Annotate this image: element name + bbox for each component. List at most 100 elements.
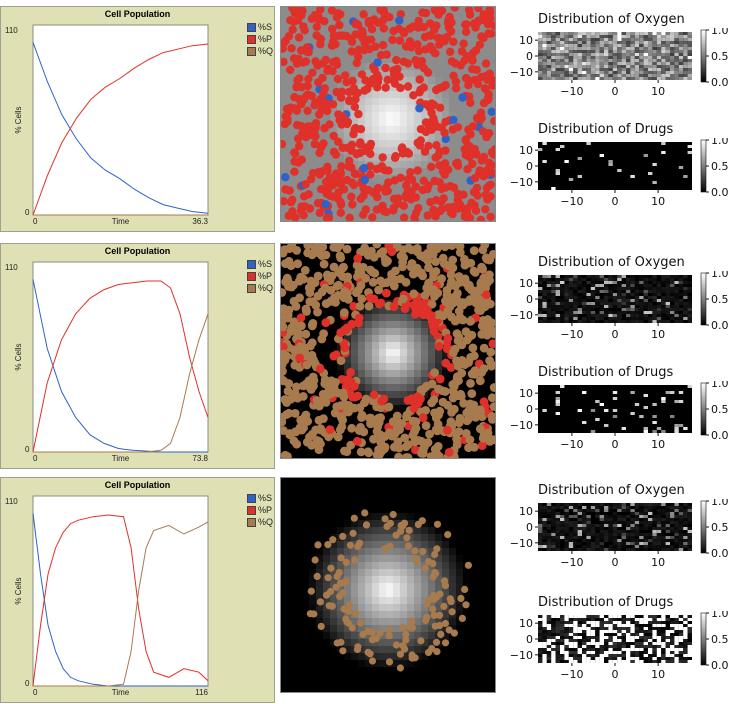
heatmap-cell bbox=[542, 44, 546, 47]
heatmap-cell bbox=[613, 62, 617, 65]
heatmap-cell bbox=[547, 65, 551, 68]
cell-agent bbox=[465, 333, 474, 342]
patch bbox=[407, 133, 414, 140]
heatmap-cell bbox=[630, 530, 634, 533]
heatmap-cell bbox=[564, 290, 568, 293]
patch bbox=[330, 632, 337, 639]
cell-agent bbox=[322, 200, 330, 208]
cell-agent bbox=[318, 74, 326, 82]
heatmap-cell bbox=[688, 32, 692, 35]
heatmap-cell bbox=[608, 539, 612, 542]
heatmap-cell bbox=[657, 545, 661, 548]
patch bbox=[407, 513, 414, 520]
heatmap-cell bbox=[560, 305, 564, 308]
patch bbox=[379, 335, 386, 342]
patch bbox=[316, 548, 323, 555]
heatmap-cell bbox=[644, 53, 648, 56]
cell-agent bbox=[322, 100, 330, 108]
heatmap-cell bbox=[538, 651, 542, 654]
heatmap-cell bbox=[630, 65, 634, 68]
heatmap-cell bbox=[538, 509, 542, 512]
cell-agent bbox=[361, 509, 368, 516]
heatmap-cell bbox=[556, 521, 560, 524]
heatmap-cell bbox=[652, 515, 656, 518]
heatmap-cell bbox=[591, 71, 595, 74]
heatmap-cell bbox=[542, 32, 546, 35]
heatmap-cell bbox=[542, 506, 546, 509]
patch bbox=[344, 632, 351, 639]
cell-agent bbox=[416, 251, 425, 260]
patch bbox=[456, 14, 463, 21]
heatmap-cell bbox=[613, 415, 617, 418]
heatmap-cell bbox=[626, 302, 630, 305]
heatmap-cell bbox=[542, 409, 546, 412]
heatmap-cell bbox=[683, 536, 687, 539]
heatmap-cell bbox=[538, 545, 542, 548]
patch bbox=[449, 105, 456, 112]
heatmap-cell bbox=[630, 314, 634, 317]
heatmap-cell bbox=[688, 290, 692, 293]
patch bbox=[379, 576, 386, 583]
patch bbox=[386, 618, 393, 625]
patch bbox=[372, 321, 379, 328]
heatmap-cell bbox=[674, 65, 678, 68]
cell-agent bbox=[290, 361, 299, 370]
cell-agent bbox=[351, 125, 359, 133]
cell-agent bbox=[477, 278, 486, 287]
heatmap-cell bbox=[595, 77, 599, 80]
heatmap-cell bbox=[683, 74, 687, 77]
heatmap-cell bbox=[674, 527, 678, 530]
heatmap-cell bbox=[635, 311, 639, 314]
cell-agent bbox=[358, 30, 366, 38]
heatmap-cell bbox=[551, 512, 555, 515]
patch bbox=[379, 91, 386, 98]
heatmap-cell bbox=[604, 506, 608, 509]
cell-agent bbox=[476, 405, 485, 414]
heatmap-cell bbox=[683, 314, 687, 317]
patch bbox=[400, 583, 407, 590]
heatmap-cell bbox=[657, 512, 661, 515]
patch bbox=[400, 370, 407, 377]
heatmap-cell bbox=[652, 506, 656, 509]
heatmap-cell bbox=[595, 506, 599, 509]
heatmap-cell bbox=[661, 527, 665, 530]
heatmap-cell bbox=[564, 521, 568, 524]
heatmap-cell bbox=[622, 506, 626, 509]
heatmap-cell bbox=[613, 503, 617, 506]
heatmap-cell bbox=[560, 536, 564, 539]
heatmap-cell bbox=[564, 320, 568, 323]
cell-agent bbox=[406, 168, 414, 176]
heatmap-cell bbox=[556, 320, 560, 323]
patch bbox=[400, 98, 407, 105]
cell-agent bbox=[465, 297, 474, 306]
cell-agent bbox=[415, 104, 423, 112]
x-axis-label: Time bbox=[112, 217, 130, 226]
heatmap-cell bbox=[648, 41, 652, 44]
heatmap-cell bbox=[630, 287, 634, 290]
heatmap-cell bbox=[582, 35, 586, 38]
patch bbox=[386, 105, 393, 112]
cell-agent bbox=[428, 380, 437, 389]
heatmap-cell bbox=[639, 65, 643, 68]
heatmap-cell bbox=[683, 53, 687, 56]
patch bbox=[316, 583, 323, 590]
heatmap-cell bbox=[569, 290, 573, 293]
heatmap-cell bbox=[626, 533, 630, 536]
heatmap-cell bbox=[613, 314, 617, 317]
heatmap-cell bbox=[538, 68, 542, 71]
heatmap-cell bbox=[666, 71, 670, 74]
patch bbox=[407, 597, 414, 604]
heatmap-cell bbox=[617, 65, 621, 68]
heatmap-cell bbox=[688, 521, 692, 524]
heatmap-cell bbox=[644, 539, 648, 542]
heatmap-cell bbox=[569, 278, 573, 281]
heatmap-cell bbox=[564, 47, 568, 50]
cell-agent bbox=[302, 180, 310, 188]
heatmap-cell bbox=[613, 311, 617, 314]
heatmap-cell bbox=[635, 281, 639, 284]
patch bbox=[302, 168, 309, 175]
heatmap-cell bbox=[661, 542, 665, 545]
heatmap-cell bbox=[591, 506, 595, 509]
heatmap-cell bbox=[626, 281, 630, 284]
